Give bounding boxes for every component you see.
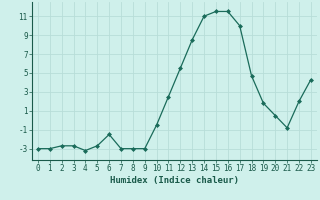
X-axis label: Humidex (Indice chaleur): Humidex (Indice chaleur) (110, 176, 239, 185)
